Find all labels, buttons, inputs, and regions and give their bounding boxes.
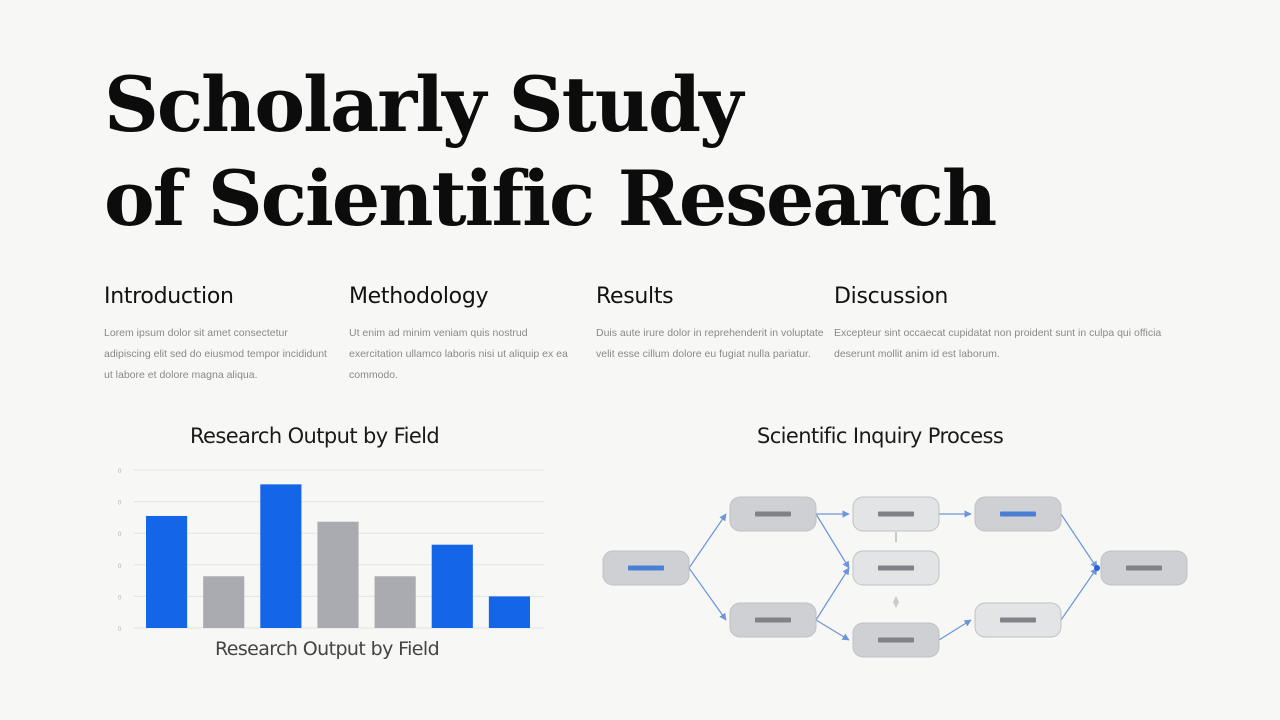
chart-x-axis-label: Research Output by Field <box>215 638 440 660</box>
flow-edge <box>688 513 727 569</box>
process-flow-svg <box>602 496 1188 658</box>
bar <box>146 515 188 628</box>
flow-node-label-placeholder <box>878 565 914 571</box>
section-heading: Methodology <box>349 284 489 309</box>
flow-node-label-placeholder <box>1000 511 1036 517</box>
title-line-2: of Scientific Research <box>104 154 997 243</box>
page-title: Scholarly Study of Scientific Research <box>104 58 1104 246</box>
y-tick-label: 0 <box>118 532 122 538</box>
bar <box>317 521 359 628</box>
section-body: Ut enim ad minim veniam quis nostrud exe… <box>349 327 568 381</box>
section-body: Lorem ipsum dolor sit amet consectetur a… <box>104 327 327 381</box>
bar <box>203 576 245 628</box>
section-results: Results Duis aute irure dolor in reprehe… <box>596 284 826 365</box>
flow-edge <box>815 567 850 621</box>
section-discussion: Discussion Excepteur sint occaecat cupid… <box>834 284 1194 365</box>
flow-endpoint-dot <box>1094 565 1100 571</box>
bar <box>431 544 473 628</box>
flow-node-label-placeholder <box>878 511 914 517</box>
flow-node-label-placeholder <box>878 637 914 643</box>
section-introduction: Introduction Lorem ipsum dolor sit amet … <box>104 284 334 386</box>
y-tick-label: 0 <box>118 469 122 475</box>
flow-connector <box>893 596 899 608</box>
flow-edge <box>938 619 972 641</box>
flow-edge <box>1060 567 1098 621</box>
title-line-1: Scholarly Study <box>104 60 743 149</box>
section-heading: Results <box>596 284 674 309</box>
y-tick-label: 0 <box>118 501 122 507</box>
flow-node-label-placeholder <box>755 617 791 623</box>
bar <box>488 596 530 628</box>
flow-edge <box>688 567 727 621</box>
bar-chart-svg: 0 0 0 0 0 0 <box>118 469 544 633</box>
section-body: Duis aute irure dolor in reprehenderit i… <box>596 327 824 360</box>
process-flow-diagram <box>596 480 1196 670</box>
flow-node-label-placeholder <box>1126 565 1162 571</box>
section-heading: Introduction <box>104 284 234 309</box>
diagram-title: Scientific Inquiry Process <box>757 424 1004 448</box>
section-heading: Discussion <box>834 284 948 309</box>
section-summary-row: Introduction Lorem ipsum dolor sit amet … <box>104 284 1224 384</box>
flow-node-label-placeholder <box>755 511 791 517</box>
flow-node-label-placeholder <box>628 565 664 571</box>
y-tick-label: 0 <box>118 595 122 601</box>
y-tick-label: 0 <box>118 564 122 570</box>
chart-title: Research Output by Field <box>190 424 440 448</box>
flow-edge <box>815 513 850 569</box>
flow-edge <box>1060 513 1098 569</box>
y-tick-label: 0 <box>118 627 122 633</box>
flow-edge <box>815 619 850 641</box>
bar <box>260 484 302 628</box>
bar-chart: 0 0 0 0 0 0 <box>104 460 549 640</box>
flow-node-label-placeholder <box>1000 617 1036 623</box>
section-methodology: Methodology Ut enim ad minim veniam quis… <box>349 284 579 386</box>
section-body: Excepteur sint occaecat cupidatat non pr… <box>834 327 1162 360</box>
bar <box>374 576 416 628</box>
